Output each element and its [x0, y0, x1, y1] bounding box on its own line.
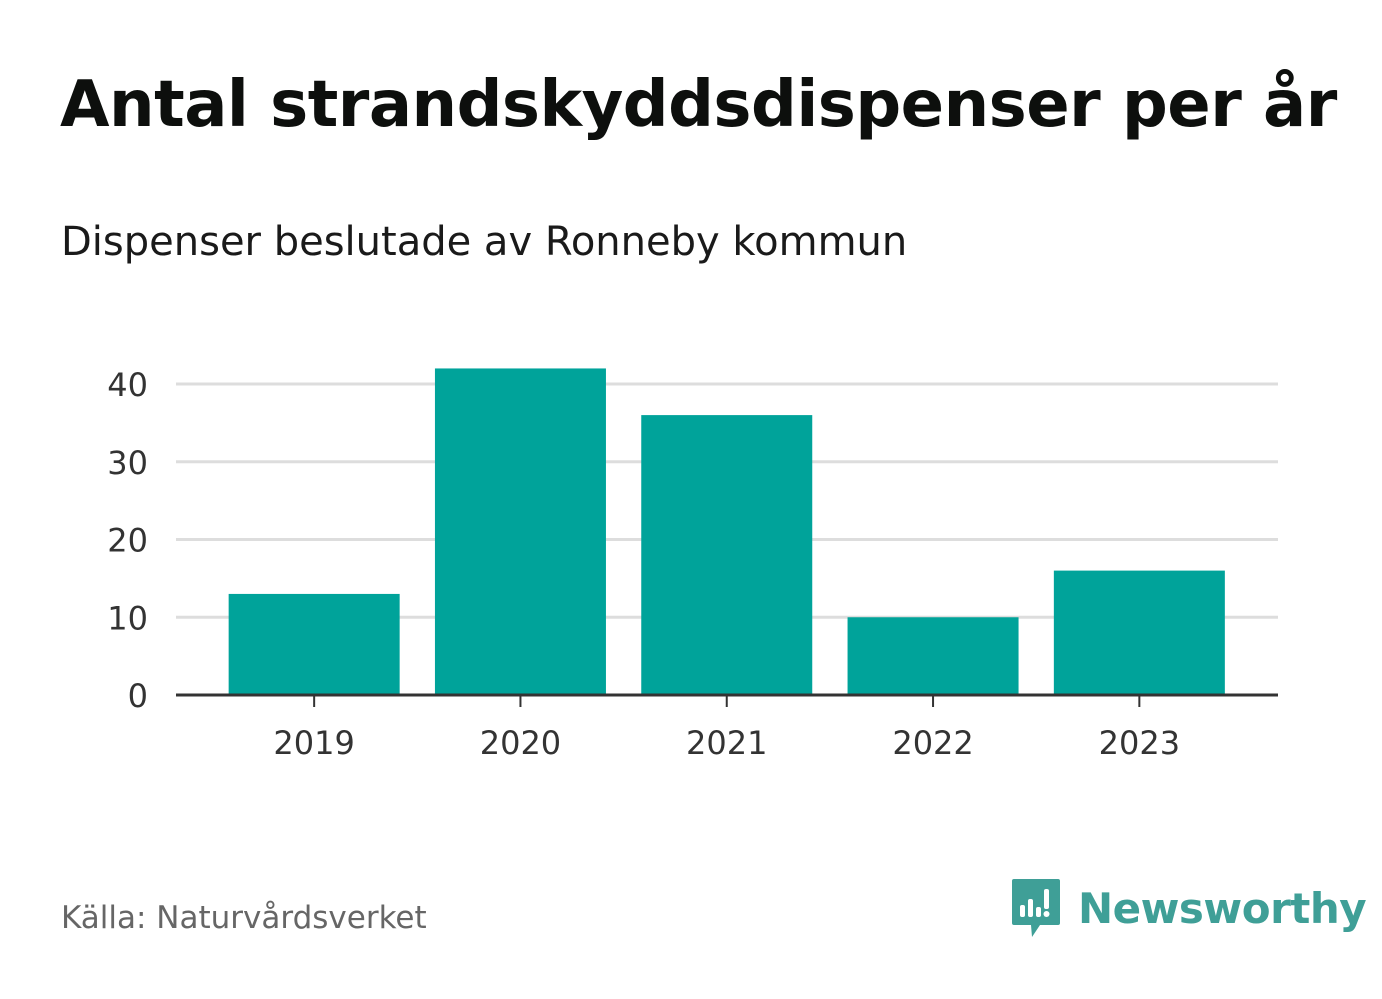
x-axis [176, 693, 1278, 707]
brand-logo: Newsworthy [1010, 877, 1367, 939]
bar-2020 [434, 368, 606, 695]
y-tick-label: 20 [107, 522, 148, 560]
y-tick-label: 10 [107, 599, 148, 637]
bar-2019 [228, 593, 400, 695]
bar-2023 [1053, 570, 1225, 695]
x-tick-label: 2022 [892, 724, 973, 762]
y-tick-label: 0 [128, 677, 148, 715]
newsworthy-chart-bubble-icon [1012, 879, 1060, 937]
source-note: Källa: Naturvårdsverket [61, 900, 427, 936]
x-tick-label: 2020 [480, 724, 561, 762]
chart-subtitle: Dispenser beslutade av Ronneby kommun [61, 219, 908, 265]
tick-labels: 0 10 20 30 40 2019 2020 2021 2022 2023 [107, 366, 1180, 762]
brand-name: Newsworthy [1078, 883, 1367, 933]
y-tick-label: 30 [107, 444, 148, 482]
bar-2022 [847, 617, 1019, 695]
chart-title: Antal strandskyddsdispenser per år [60, 68, 1337, 142]
y-tick-label: 40 [107, 366, 148, 404]
bar-2021 [641, 415, 813, 695]
x-tick-label: 2023 [1099, 724, 1180, 762]
x-tick-label: 2019 [273, 724, 354, 762]
bars [228, 368, 1225, 695]
x-tick-label: 2021 [686, 724, 767, 762]
